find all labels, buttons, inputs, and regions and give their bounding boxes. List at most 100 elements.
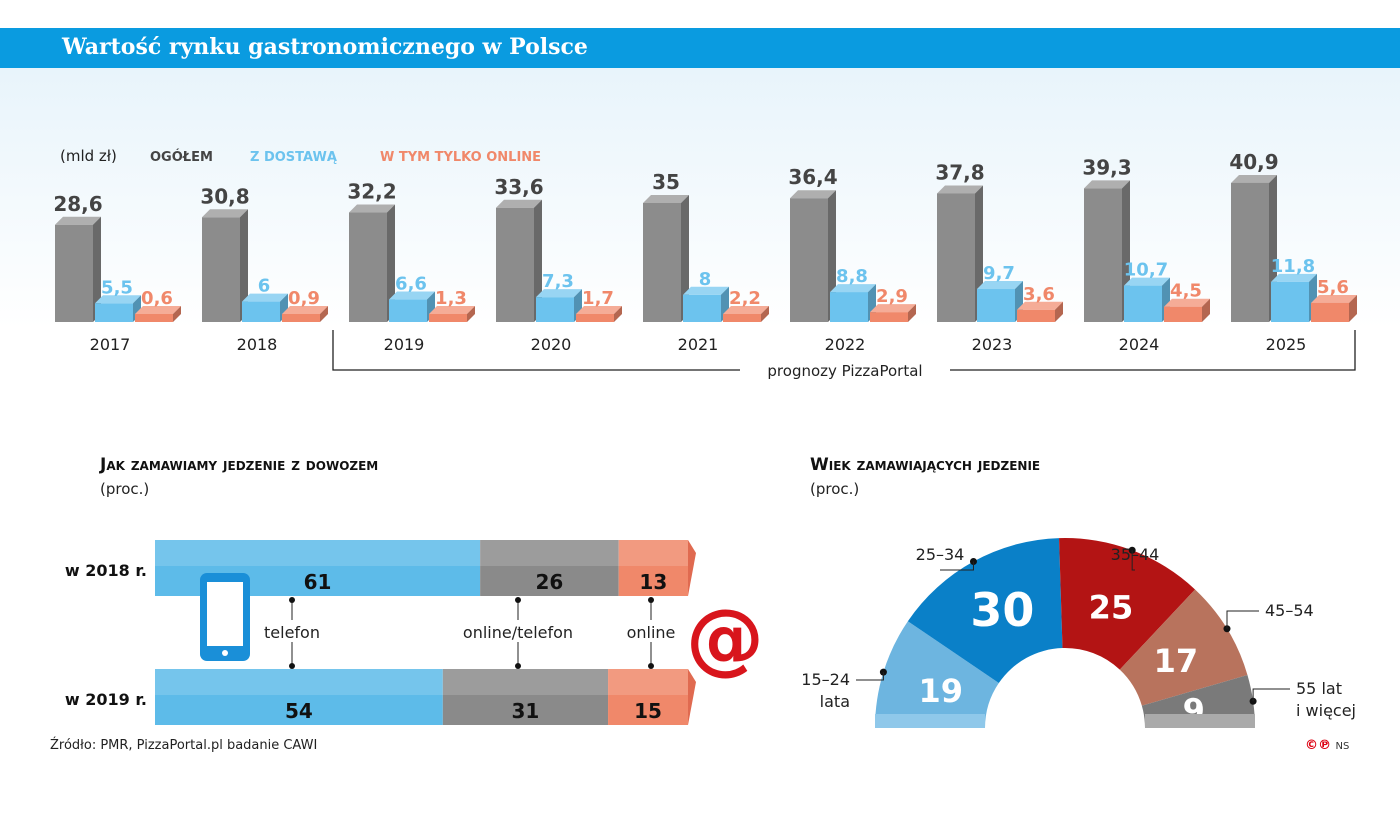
age-connector [1226, 610, 1259, 629]
copyright-logo: ©℗ NS [1305, 738, 1350, 753]
data-label: 32,2 [347, 180, 396, 204]
source-note: Źródło: PMR, PizzaPortal.pl badanie CAWI [50, 738, 318, 753]
bar-total [1231, 182, 1269, 322]
stack-top-telefon [155, 540, 481, 566]
data-label: 28,6 [53, 192, 102, 216]
age-subtitle: (proc.) [810, 480, 860, 498]
bar-online [1017, 309, 1055, 322]
bar-online-side [173, 306, 181, 322]
year-label: 2019 [384, 335, 425, 354]
bar-online [135, 314, 173, 322]
bar-delivery-top [1271, 273, 1317, 282]
age-label: 55 lat [1296, 679, 1342, 698]
year-label: 2021 [678, 335, 719, 354]
data-label: 8,8 [836, 266, 868, 287]
page-title: Wartość rynku gastronomicznego w Polsce [62, 34, 588, 60]
data-label: 4,5 [1170, 281, 1202, 302]
age-value: 19 [918, 672, 963, 710]
stack-top-online [618, 540, 688, 566]
bar-online-side [1202, 298, 1210, 322]
age-value: 17 [1154, 642, 1199, 680]
bar-online [576, 314, 614, 322]
bar-delivery-top [683, 286, 729, 295]
bar-online-side [467, 306, 475, 322]
bar-delivery [683, 294, 721, 322]
stack-value: 54 [285, 699, 313, 723]
bar-delivery [536, 297, 574, 322]
bar-delivery [1271, 281, 1309, 322]
bar-online-top [1017, 301, 1063, 310]
bar-end [688, 540, 696, 596]
data-label: 11,8 [1271, 256, 1315, 277]
stack-segment-online/telefon [442, 695, 609, 725]
unit-label: (mld zł) [60, 147, 117, 165]
orders-title: Jak zamawiamy jedzenie z dowozem [100, 455, 379, 475]
data-label: 6 [258, 276, 271, 297]
bar-online [870, 312, 908, 322]
bar-online-side [320, 306, 328, 322]
data-label: 0,9 [288, 288, 320, 309]
year-label: 2020 [531, 335, 572, 354]
stack-top-online [608, 669, 688, 695]
bar-online [429, 314, 467, 322]
bar-delivery-top [242, 293, 288, 302]
data-label: 37,8 [935, 160, 984, 184]
bar-online-side [1055, 301, 1063, 322]
stack-segment-telefon [155, 695, 443, 725]
bar-online-side [614, 306, 622, 322]
age-label: 25–34 [916, 545, 965, 564]
bar-total [202, 217, 240, 322]
bar-delivery-top [95, 295, 141, 304]
data-label: 1,3 [435, 288, 467, 309]
bar-delivery-top [1124, 277, 1170, 286]
bar-total-top [496, 199, 542, 208]
bar-total-top [55, 216, 101, 225]
data-label: 7,3 [542, 271, 574, 292]
year-label: 2017 [90, 335, 131, 354]
age-label: 45–54 [1265, 601, 1314, 620]
bar-online-side [1349, 294, 1357, 322]
orders-subtitle: (proc.) [100, 480, 150, 498]
bar-online-side [761, 306, 769, 322]
bar-delivery [242, 301, 280, 322]
bar-total-top [202, 209, 248, 218]
stack-top-online/telefon [480, 540, 619, 566]
stack-segment-online/telefon [480, 566, 619, 596]
year-label: 2022 [825, 335, 866, 354]
bar-online-top [282, 306, 328, 314]
title-bar: Wartość rynku gastronomicznego w Polsce [0, 28, 1400, 68]
bar-total-top [349, 204, 395, 213]
at-icon: @ [686, 594, 764, 684]
bar-total-side [240, 209, 248, 322]
bar-total [1084, 188, 1122, 322]
bracket-gap [740, 360, 950, 380]
bar-total [643, 203, 681, 322]
stack-value: 15 [634, 699, 662, 723]
bar-total-top [937, 185, 983, 194]
bar-delivery [389, 299, 427, 322]
age-connector [1252, 688, 1290, 702]
data-label: 6,6 [395, 274, 427, 295]
base-right [1145, 714, 1255, 728]
stack-value: 31 [512, 699, 540, 723]
stack-segment-online [608, 695, 688, 725]
year-label: 2024 [1119, 335, 1160, 354]
series-label: telefon [264, 623, 320, 642]
stack-top-telefon [155, 669, 443, 695]
year-label: 2018 [237, 335, 278, 354]
bar-total [55, 224, 93, 322]
age-connector [1131, 550, 1135, 571]
bar-online-top [135, 306, 181, 314]
bar-online-top [723, 306, 769, 314]
bar-total-top [643, 195, 689, 203]
data-label: 0,6 [141, 288, 173, 309]
age-label: i więcej [1296, 701, 1356, 720]
row-label: w 2019 r. [65, 690, 147, 709]
bar-total [790, 198, 828, 322]
data-label: 10,7 [1124, 260, 1168, 281]
data-label: 30,8 [200, 184, 249, 208]
age-connector [856, 672, 884, 681]
age-segment [1119, 589, 1248, 706]
bar-total-top [1084, 180, 1130, 189]
